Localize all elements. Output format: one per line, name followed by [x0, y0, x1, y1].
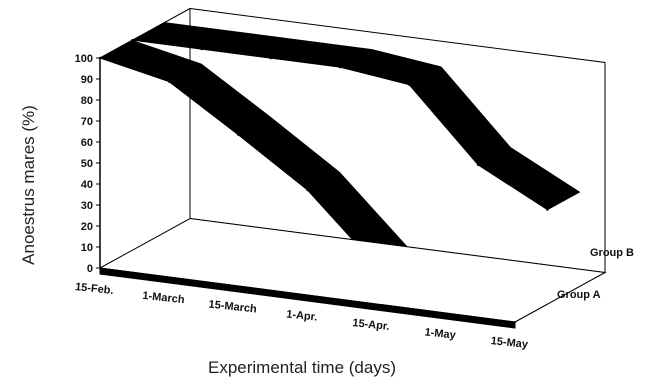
x-tick-label-6: 15-May: [490, 335, 529, 351]
x-tick-label-4: 15-Apr.: [352, 317, 390, 333]
data-point-group-b-2: [269, 56, 272, 60]
y-axis-ticks: 0 10 20 30 40 50 60 70 80 90 100: [75, 53, 100, 275]
floor-front-edge: [99, 267, 516, 329]
ribbon-group-b: [130, 22, 581, 211]
x-tick-label-0: 15-Feb.: [75, 281, 115, 297]
x-axis-title: Experimental time (days): [208, 358, 396, 377]
y-tick-label-20: 20: [81, 221, 93, 233]
y-axis-title: Anoestrus mares (%): [19, 105, 38, 265]
data-point-group-b-6: [546, 208, 549, 211]
y-tick-label-90: 90: [81, 74, 93, 86]
data-point-group-b-4: [407, 83, 411, 86]
x-tick-label-3: 1-Apr.: [286, 308, 318, 323]
y-tick-label-70: 70: [81, 116, 93, 128]
x-tick-label-1: 1-March: [142, 290, 185, 306]
x-tick-label-2: 15-March: [208, 299, 258, 316]
data-point-group-a-3: [306, 188, 309, 192]
y-tick-label-100: 100: [75, 53, 93, 65]
y-tick-label-0: 0: [87, 263, 93, 275]
y-tick-label-30: 30: [81, 200, 93, 212]
data-point-group-b-1: [200, 47, 203, 51]
data-point-group-a-2: [237, 133, 240, 136]
data-point-group-b-3: [338, 65, 342, 69]
y-tick-label-40: 40: [81, 179, 93, 191]
series-label-group-a: Group A: [557, 289, 601, 301]
y-tick-label-50: 50: [81, 158, 93, 170]
chart-floor: [98, 217, 607, 329]
series-label-group-b: Group B: [590, 247, 634, 259]
series-labels: Group A Group B: [557, 247, 634, 301]
y-tick-label-10: 10: [81, 242, 93, 254]
y-tick-label-80: 80: [81, 95, 93, 107]
data-point-group-b-5: [477, 163, 480, 167]
x-axis-ticks: 15-Feb. 1-March 15-March 1-Apr. 15-Apr. 1-May…: [75, 281, 530, 351]
data-point-group-a-1: [167, 80, 171, 83]
y-tick-label-60: 60: [81, 137, 93, 149]
x-tick-label-5: 1-May: [424, 326, 457, 341]
